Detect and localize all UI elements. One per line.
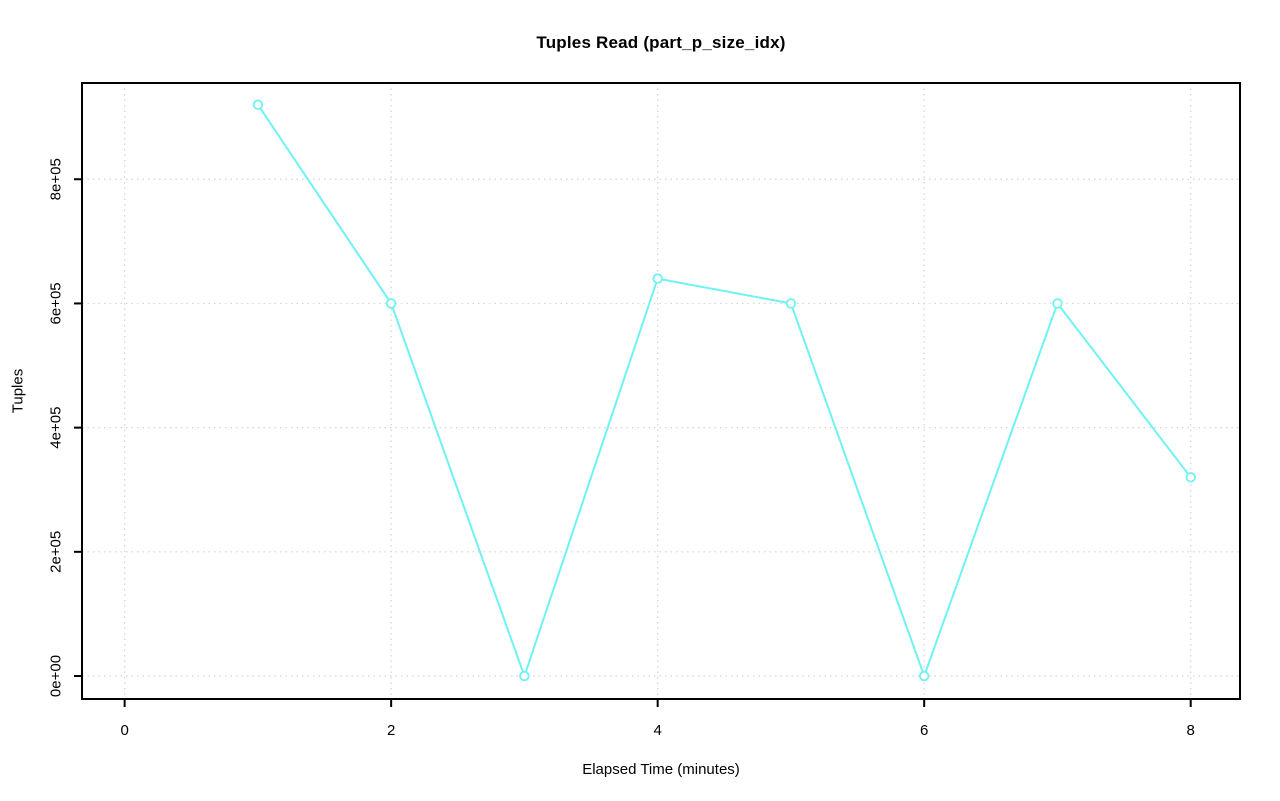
chart-title: Tuples Read (part_p_size_idx) — [536, 33, 786, 52]
data-point — [1052, 298, 1063, 309]
y-tick-label: 6e+05 — [48, 282, 65, 324]
y-tick-label: 8e+05 — [48, 158, 65, 200]
y-tick-label: 0e+00 — [48, 655, 65, 697]
data-point — [385, 298, 397, 309]
x-tick-label: 4 — [653, 722, 661, 739]
data-point — [652, 273, 663, 284]
data-point — [252, 99, 264, 110]
data-point — [1185, 472, 1196, 483]
x-tick-label: 0 — [120, 722, 128, 739]
x-axis-title: Elapsed Time (minutes) — [582, 761, 740, 778]
x-tick-label: 2 — [387, 722, 395, 739]
data-point — [785, 298, 797, 309]
x-tick-label: 6 — [920, 722, 928, 739]
data-point — [918, 670, 930, 682]
data-line — [256, 103, 1192, 678]
y-axis-title: Tuples — [9, 368, 27, 414]
y-tick-label: 2e+05 — [48, 531, 65, 573]
y-tick-label: 4e+05 — [48, 407, 65, 449]
plot-box — [81, 82, 1241, 700]
data-point — [519, 670, 530, 682]
x-tick-label: 8 — [1187, 722, 1195, 739]
